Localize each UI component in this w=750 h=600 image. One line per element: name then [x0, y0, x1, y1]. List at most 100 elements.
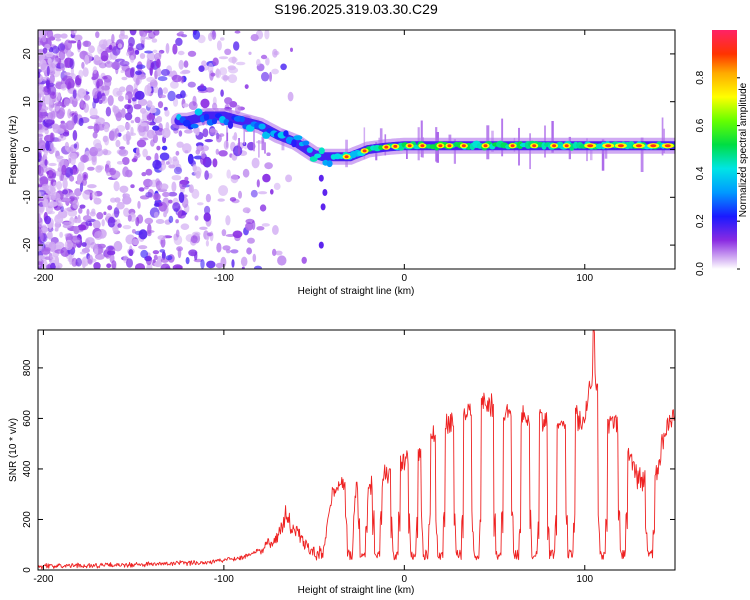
spectrogram-cell [314, 153, 322, 159]
spectrogram-cell [212, 158, 218, 168]
spectrogram-cell [302, 140, 310, 146]
spectrogram-cell [138, 229, 148, 240]
spectrogram-cell [58, 50, 66, 61]
spectrogram-cell [208, 32, 213, 42]
spectrogram-cell [150, 62, 155, 69]
spectrogram-cell [218, 56, 229, 60]
spectrogram-cell [172, 202, 181, 212]
x-tick-label: -100 [214, 273, 234, 284]
spectrogram-cell [135, 43, 145, 51]
spectrogram-cell [184, 129, 193, 134]
spectrogram-cell [175, 37, 183, 47]
spectrogram-cell [188, 101, 198, 111]
spectrogram-cell [125, 122, 131, 131]
spectrogram-cell [226, 169, 231, 179]
spectrogram-hotspot-core [510, 144, 515, 148]
spectrogram-cell [82, 154, 87, 163]
y-tick-label: 800 [22, 359, 33, 376]
spectrogram-cell [79, 251, 86, 255]
spectrogram-cell [140, 249, 149, 259]
spectrogram-cell [121, 76, 128, 81]
spectrogram-cell [245, 218, 255, 224]
spectrogram-cell [95, 117, 105, 125]
spectrogram-cell [143, 186, 149, 190]
spectrogram-cell [264, 162, 273, 170]
spectrogram-cell [240, 256, 248, 267]
spectrogram-cell [147, 223, 152, 235]
spectrogram-cell [96, 212, 104, 220]
spectrogram-cell [172, 43, 178, 55]
spectrogram-cell [144, 84, 151, 96]
y-tick-label: -10 [22, 190, 33, 205]
spectrogram-cell [64, 239, 73, 251]
spectrogram-cell [146, 76, 156, 83]
spectrogram-cell [241, 266, 245, 269]
spectrogram-cell [200, 98, 210, 109]
spectrogram-cell [59, 231, 63, 238]
colorbar-tick-label: 0.8 [695, 70, 706, 84]
spectrogram-cell [170, 80, 179, 89]
spectrogram-cell [96, 123, 106, 131]
spectrogram-cell [234, 30, 241, 34]
spectrogram-cell [182, 143, 192, 154]
spectrogram-cell [168, 191, 178, 197]
spectrogram-cell [139, 53, 146, 59]
spectrogram-cell [117, 223, 122, 228]
spectrogram-cell [153, 202, 160, 208]
spectrogram-cell [146, 129, 155, 139]
spectrogram-cell [163, 211, 167, 218]
spectrogram-cell [38, 123, 43, 130]
spectrogram-cell [265, 57, 270, 66]
spectrogram-cell [125, 234, 136, 245]
x-tick-label: -100 [214, 574, 234, 585]
spectrogram-cell [54, 256, 60, 267]
spectrogram-cell [204, 205, 211, 215]
spectrogram-cell [200, 83, 205, 89]
spectrogram-streak [226, 132, 229, 141]
spectrogram-cell [146, 58, 151, 69]
spectrogram-cell [153, 254, 158, 261]
spectrogram-cell [176, 246, 184, 252]
spectrogram-cell [211, 118, 218, 125]
spectrogram-cell [190, 123, 199, 129]
spectrogram-cell [187, 50, 197, 57]
spectrogram-cell [38, 78, 41, 87]
spectrogram-cell [254, 265, 262, 269]
spectrogram-cell [146, 100, 153, 108]
spectrogram-cell [46, 169, 54, 179]
spectrogram-cell [320, 203, 326, 211]
spectrogram-cell [83, 94, 91, 101]
spectrogram-hotspot-core [605, 144, 612, 148]
spectrogram-cell [38, 228, 43, 237]
spectrogram-cell [75, 257, 83, 267]
spectrogram-cell [96, 78, 104, 87]
spectrogram-cell [204, 139, 213, 143]
spectrogram-cell [50, 132, 54, 143]
spectrogram-cell [130, 67, 135, 78]
spectrogram-cell [88, 45, 95, 54]
spectrogram-cell [318, 147, 325, 155]
spectrogram-cell [122, 166, 129, 177]
snr-panel: -200 -100 0 100 0 200 400 600 800 Height of str… [8, 329, 676, 596]
spectrogram-cell [218, 150, 228, 157]
spectrogram-cell [248, 51, 252, 55]
spectrogram-cell [63, 72, 71, 76]
spectrogram-cell [68, 157, 72, 164]
spectrogram-cell [43, 149, 48, 157]
spectrogram-cell [165, 161, 170, 165]
spectrogram-cell [112, 226, 118, 230]
spectrogram-cell [233, 132, 238, 141]
spectrogram-cell [227, 74, 238, 84]
spectrogram-cell [105, 106, 112, 117]
spectrogram-cell [171, 175, 182, 181]
spectrogram-cell [125, 130, 131, 142]
spectrogram-cell [138, 187, 145, 192]
spectrogram-streak [238, 138, 240, 155]
spectrogram-streak [243, 128, 245, 145]
spectrogram-cell [69, 253, 73, 265]
spectrogram-cell [38, 30, 43, 38]
snr-frame [37, 329, 676, 571]
spectrogram-cell [78, 117, 84, 127]
x-tick-label: 0 [402, 574, 408, 585]
